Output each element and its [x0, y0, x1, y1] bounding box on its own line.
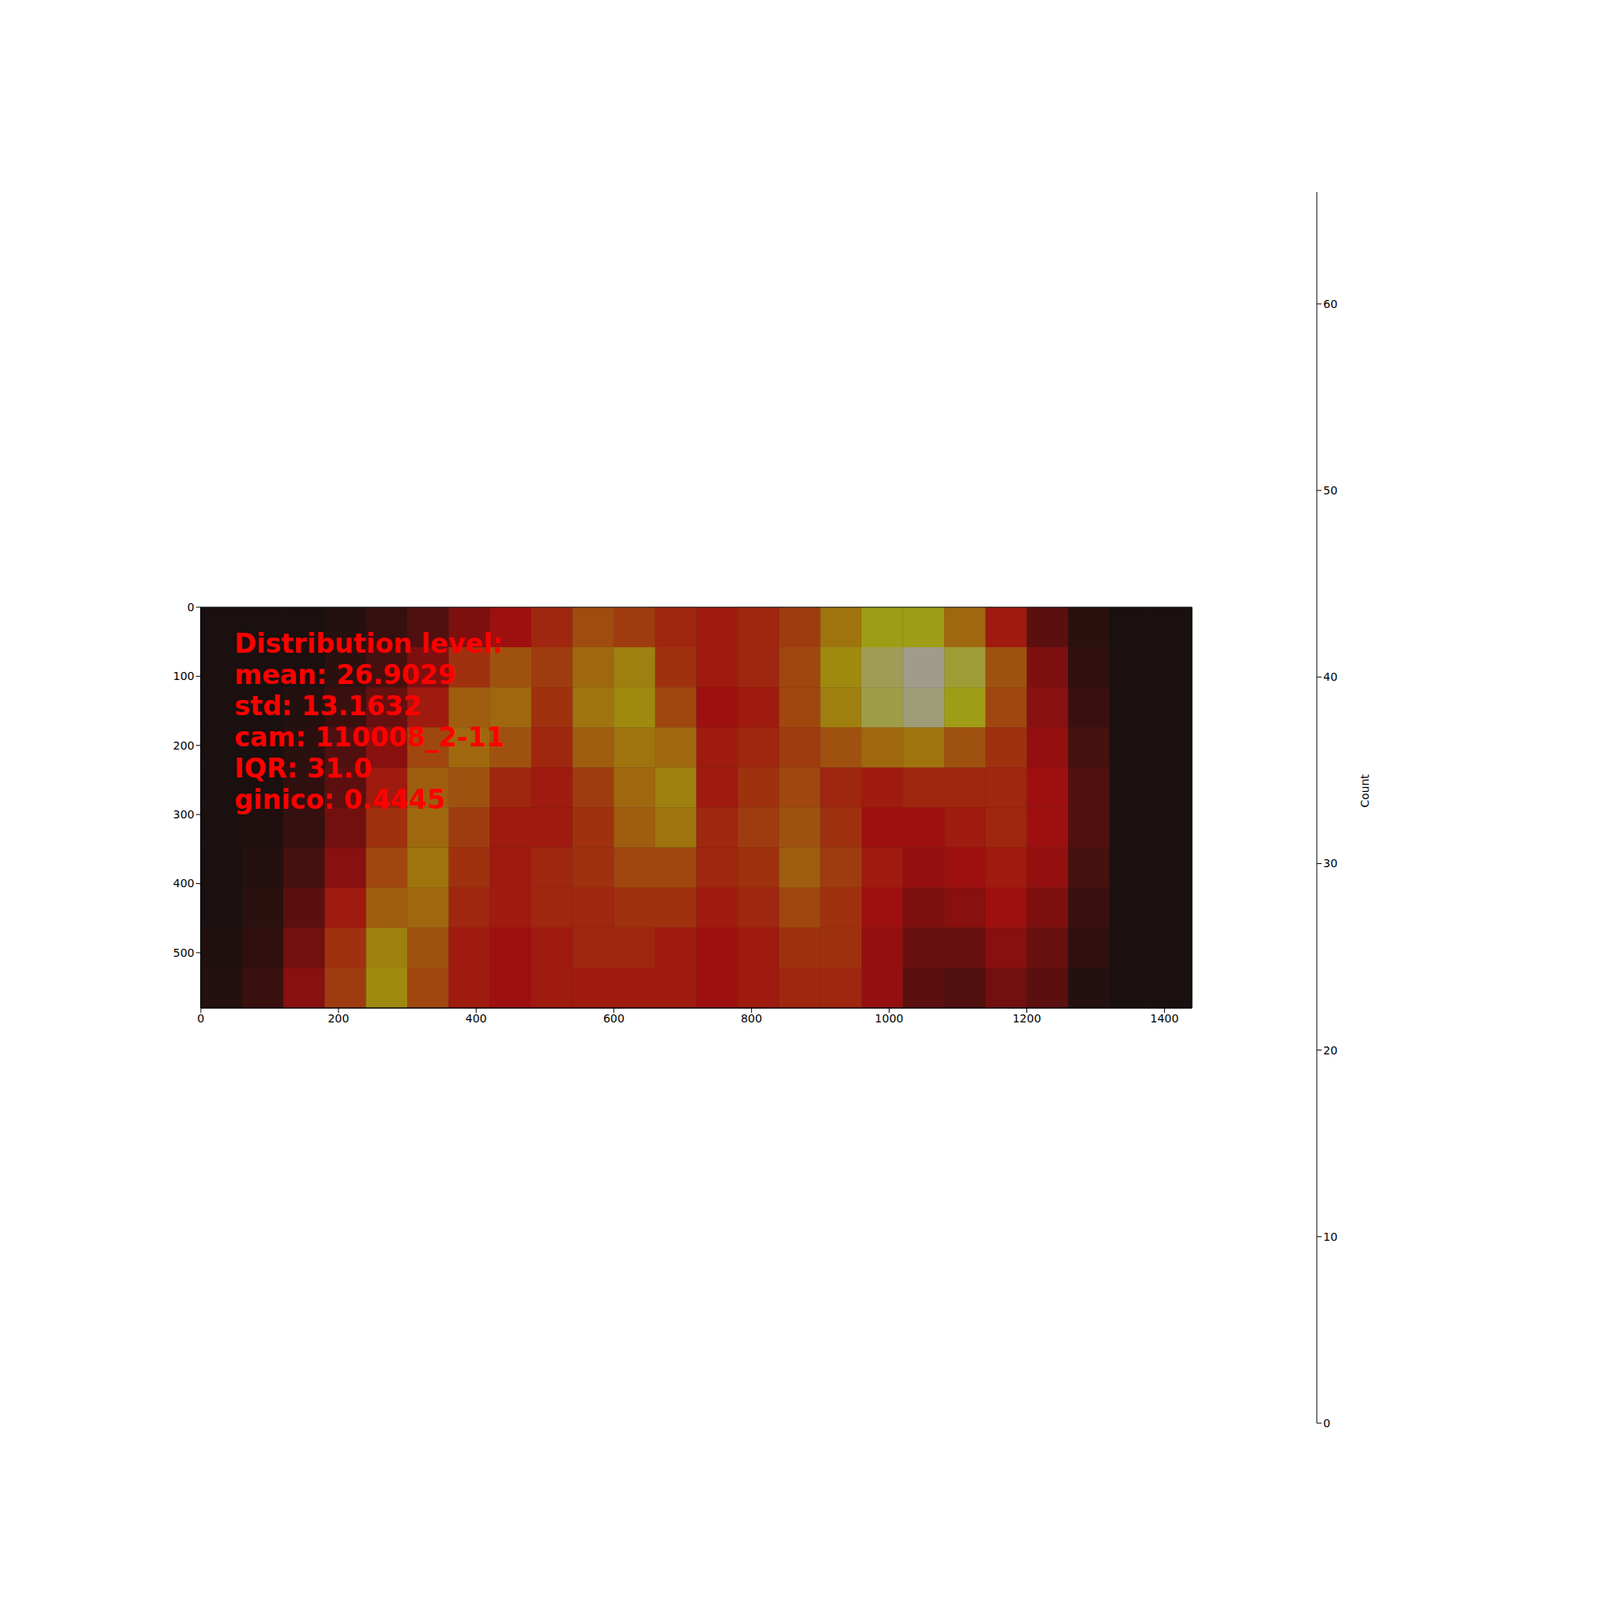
- svg-text:600: 600: [603, 1012, 625, 1025]
- html-text:Distribution level:: Distribution level:: [234, 628, 503, 660]
- html-text:IQR: 31.0: IQR: 31.0: [234, 752, 372, 784]
- svg-text:Count: Count: [1358, 773, 1372, 808]
- svg-text:1000: 1000: [875, 1012, 904, 1025]
- svg-text:200: 200: [172, 739, 195, 752]
- svg-text:500: 500: [172, 946, 195, 960]
- svg-text:0: 0: [187, 600, 195, 614]
- svg-text:1200: 1200: [1012, 1012, 1042, 1025]
- svg-text:1400: 1400: [1150, 1012, 1180, 1025]
- svg-text:400: 400: [465, 1012, 488, 1025]
- svg-text:100: 100: [172, 669, 195, 683]
- svg-text:40: 40: [1323, 670, 1338, 684]
- svg-text:20: 20: [1323, 1044, 1338, 1057]
- html-text:ginico: 0.4445: ginico: 0.4445: [234, 784, 446, 816]
- svg-text:200: 200: [328, 1012, 350, 1025]
- svg-text:0: 0: [197, 1012, 205, 1025]
- html-text:std: 13.1632: std: 13.1632: [234, 690, 422, 722]
- svg-text:400: 400: [172, 876, 195, 890]
- svg-text:60: 60: [1323, 297, 1338, 311]
- html-text:mean: 26.9029: mean: 26.9029: [234, 659, 457, 691]
- svg-text:50: 50: [1323, 484, 1338, 497]
- svg-text:800: 800: [740, 1012, 763, 1025]
- html-text:cam: 110008_2-11: cam: 110008_2-11: [234, 721, 505, 753]
- svg-text:0: 0: [1323, 1416, 1331, 1430]
- svg-text:30: 30: [1323, 856, 1338, 870]
- svg-text:300: 300: [172, 808, 195, 821]
- svg-text:10: 10: [1323, 1230, 1338, 1244]
